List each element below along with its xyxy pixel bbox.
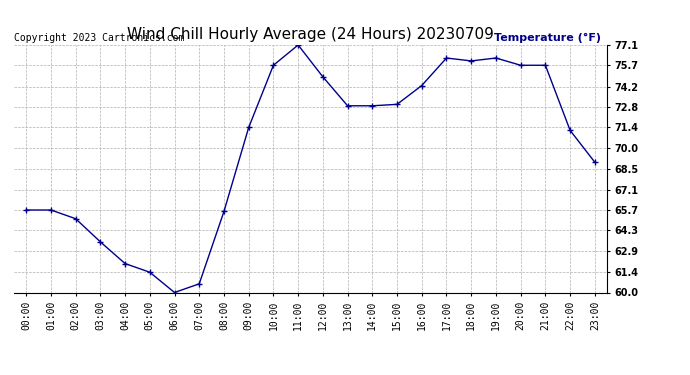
Title: Wind Chill Hourly Average (24 Hours) 20230709: Wind Chill Hourly Average (24 Hours) 202… <box>127 27 494 42</box>
Text: Copyright 2023 Cartronics.com: Copyright 2023 Cartronics.com <box>14 33 185 42</box>
Text: Temperature (°F): Temperature (°F) <box>494 33 601 42</box>
